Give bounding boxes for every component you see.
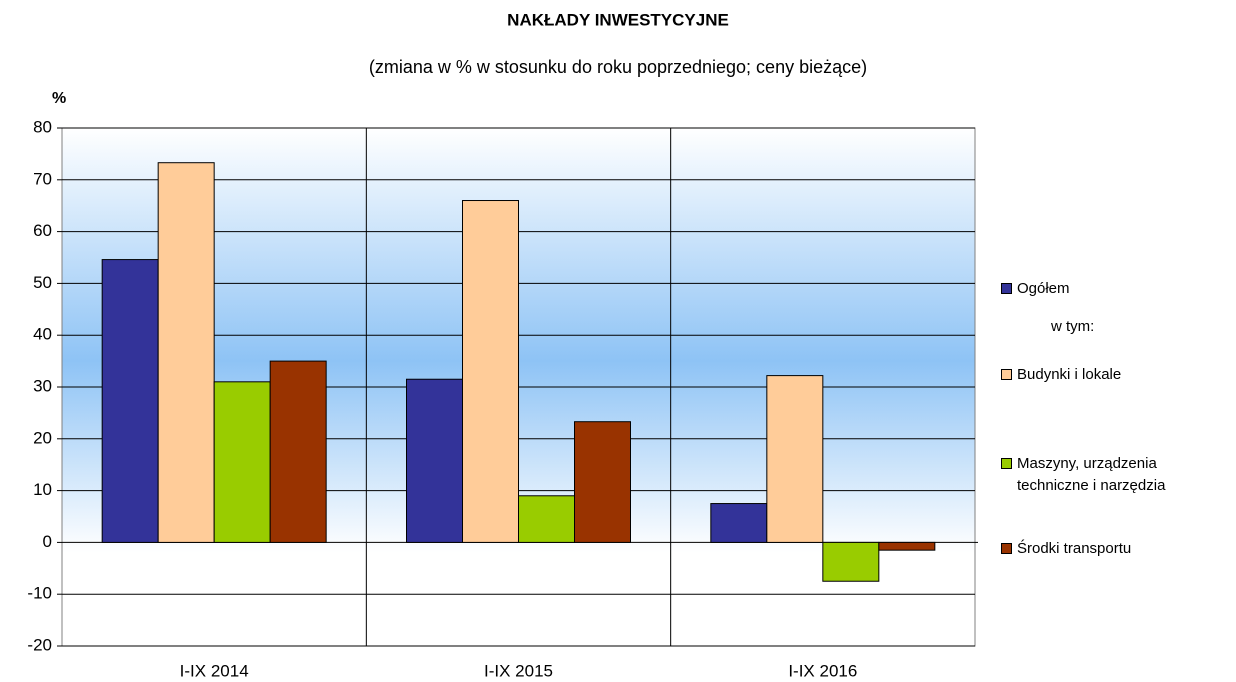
y-tick-label: 50 xyxy=(33,273,52,292)
chart-subtitle: (zmiana w % w stosunku do roku poprzedni… xyxy=(369,57,867,77)
legend-entry: Budynki i lokale xyxy=(1001,364,1217,386)
x-tick-label: I-IX 2014 xyxy=(180,661,249,680)
legend-label: Budynki i lokale xyxy=(1017,366,1122,383)
bar xyxy=(406,378,463,543)
x-tick-label: I-IX 2015 xyxy=(484,661,553,680)
bar xyxy=(269,360,327,543)
bar xyxy=(822,541,880,582)
legend-label: Ogółem xyxy=(1017,280,1070,297)
bar xyxy=(157,162,215,543)
legend-entry: Ogółem xyxy=(1001,278,1217,300)
bar xyxy=(101,259,159,543)
bar xyxy=(878,541,936,551)
legend-note: w tym: xyxy=(1001,316,1236,338)
legend-swatch xyxy=(1001,458,1012,469)
legend-swatch xyxy=(1001,369,1012,380)
chart-title: NAKŁADY INWESTYCYJNE xyxy=(507,10,729,29)
bar xyxy=(462,200,519,543)
x-tick-label: I-IX 2016 xyxy=(788,661,857,680)
y-tick-label: -20 xyxy=(27,635,52,654)
y-tick-label: 10 xyxy=(33,480,52,499)
y-tick-label: 30 xyxy=(33,376,52,395)
y-tick-label: 70 xyxy=(33,169,52,188)
legend-label: Środki transportu xyxy=(1017,540,1132,557)
bar xyxy=(518,495,575,543)
y-tick-label: 40 xyxy=(33,325,52,344)
y-axis-label: % xyxy=(52,90,66,107)
legend-swatch xyxy=(1001,543,1012,554)
legend-entry: Środki transportu xyxy=(1001,538,1217,560)
legend-swatch xyxy=(1001,283,1012,294)
legend-entry: Maszyny, urządzenia techniczne i narzędz… xyxy=(1001,453,1192,497)
y-tick-label: 20 xyxy=(33,428,52,447)
y-tick-label: -10 xyxy=(27,584,52,603)
bar xyxy=(213,381,271,543)
legend-label: Maszyny, urządzenia techniczne i narzędz… xyxy=(1017,455,1166,494)
y-tick-label: 0 xyxy=(43,532,52,551)
legend-label: w tym: xyxy=(1051,318,1095,335)
y-tick-label: 60 xyxy=(33,221,52,240)
y-tick-label: 80 xyxy=(33,117,52,136)
bar xyxy=(710,503,768,543)
bar xyxy=(766,375,824,543)
bar xyxy=(574,421,631,543)
